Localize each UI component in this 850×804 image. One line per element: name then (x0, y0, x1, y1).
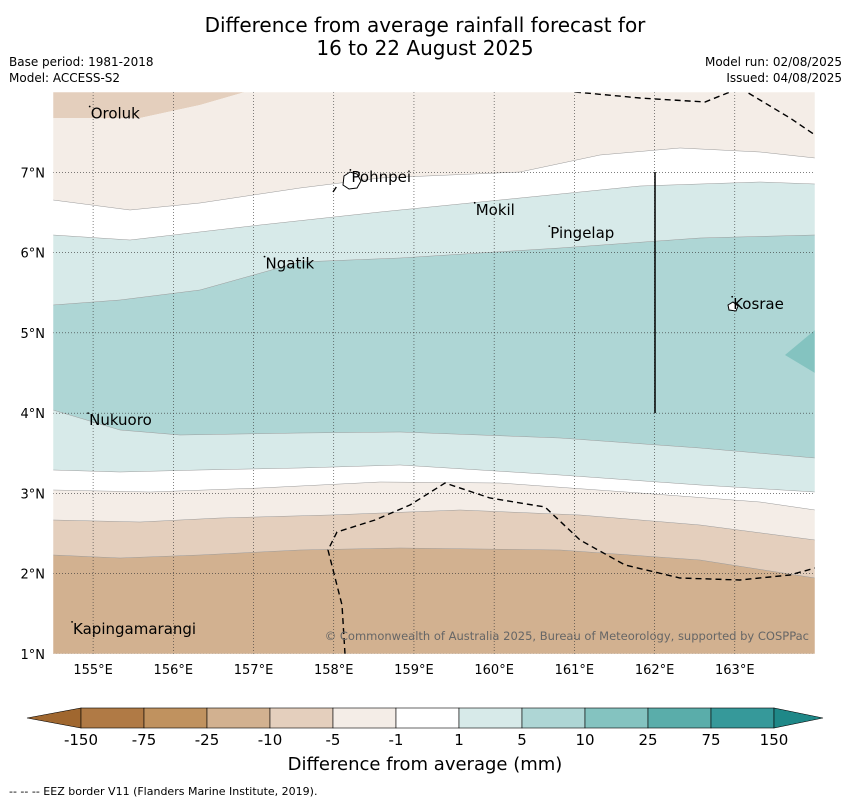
lon-tick-label: 162°E (635, 663, 675, 678)
colorbar-segment (143, 707, 208, 729)
place-label: Pingelap (550, 224, 614, 242)
band-minus5-top (53, 92, 815, 210)
band-minus10-top (53, 92, 245, 118)
longitude-tick-labels: 155°E 156°E 157°E 158°E 159°E 160°E 161°E 162°E… (73, 663, 754, 678)
band-minus10-south (53, 510, 815, 578)
colorbar-extend-high (773, 707, 824, 729)
place-label: Oroluk (91, 104, 140, 122)
colorbar-tick-label: -1 (389, 731, 404, 749)
copyright-text: © Commonwealth of Australia 2025, Bureau… (325, 629, 809, 643)
lon-tick-label: 163°E (715, 663, 755, 678)
colorbar-segment (647, 707, 712, 729)
colorbar-tick-label: 75 (701, 731, 720, 749)
colorbar-tick-label: 5 (517, 731, 527, 749)
colorbar-segment (332, 707, 397, 729)
lat-tick-label: 1°N (21, 648, 46, 663)
lon-tick-label: 155°E (73, 663, 113, 678)
place-marker (473, 201, 476, 204)
plot-frame (52, 91, 816, 655)
colorbar-tick-label: 150 (760, 731, 789, 749)
band-plus10-patch (785, 330, 815, 373)
colorbar: -150 -75 -25 -10 -5 -1 1 5 10 25 75 150 (26, 707, 824, 749)
lon-tick-label: 157°E (234, 663, 274, 678)
colorbar-segment (458, 707, 523, 729)
band-plus1-south (53, 410, 815, 492)
colorbar-tick-label: -5 (326, 731, 341, 749)
band-minus25-south (53, 548, 815, 654)
place-label: Ngatik (266, 255, 315, 273)
place-marker (87, 412, 89, 415)
colorbar-unit-label: Difference from average (mm) (287, 754, 563, 775)
lat-tick-label: 7°N (21, 166, 46, 181)
place-labels: Oroluk Pohnpei Mokil Pingelap Ngatik Kosrae Nu… (71, 104, 784, 638)
model-name: Model: ACCESS-S2 (9, 71, 121, 85)
colorbar-tick-label: 10 (575, 731, 594, 749)
lon-tick-label: 156°E (154, 663, 194, 678)
colorbar-segment (395, 707, 460, 729)
lon-tick-label: 160°E (474, 663, 514, 678)
colorbar-tick-label: 1 (454, 731, 464, 749)
pohnpei-island (342, 171, 362, 190)
model-run: Model run: 02/08/2025 (704, 55, 842, 69)
place-marker (263, 255, 266, 258)
place-marker (349, 169, 352, 171)
colorbar-tick-label: -150 (64, 731, 98, 749)
title-line-2: 16 to 22 August 2025 (316, 36, 534, 60)
colorbar-segment (206, 707, 271, 729)
place-marker (731, 295, 734, 298)
lon-tick-label: 161°E (555, 663, 595, 678)
kosrae-island (727, 301, 739, 312)
lat-tick-label: 4°N (21, 407, 46, 422)
place-marker (88, 105, 91, 108)
colorbar-segment (584, 707, 649, 729)
contour-lines (53, 147, 815, 579)
place-label: Kapingamarangi (73, 620, 196, 638)
eez-footnote: -- -- -- EEZ border V11 (Flanders Marine… (9, 785, 318, 798)
place-label: Pohnpei (351, 168, 411, 186)
colorbar-segment (80, 707, 145, 729)
issued-date: Issued: 04/08/2025 (726, 71, 842, 85)
place-label: Nukuoro (89, 411, 152, 429)
colorbar-tick-label: -10 (258, 731, 283, 749)
colorbar-segment (269, 707, 334, 729)
title-line-1: Difference from average rainfall forecas… (204, 13, 646, 37)
contour-bands: Oroluk Pohnpei Mokil Pingelap Ngatik Kosrae Nu… (53, 92, 815, 654)
band-plus1-north (53, 182, 815, 305)
lat-tick-label: 3°N (21, 487, 46, 502)
lat-tick-label: 6°N (21, 247, 46, 262)
band-plus5-main (53, 235, 815, 458)
colorbar-tick-label: 25 (638, 731, 657, 749)
colorbar-tick-label: -25 (195, 731, 220, 749)
lat-tick-label: 2°N (21, 568, 46, 583)
eez-borders (327, 92, 815, 654)
place-marker (548, 225, 551, 228)
colorbar-tick-label: -75 (132, 731, 157, 749)
colorbar-segment (521, 707, 586, 729)
colorbar-segment (710, 707, 775, 729)
colorbar-extend-low (26, 707, 82, 729)
place-marker (71, 621, 73, 623)
place-label: Kosrae (733, 295, 784, 313)
base-period: Base period: 1981-2018 (9, 55, 154, 69)
lat-tick-label: 5°N (21, 327, 46, 342)
latitude-tick-labels: 1°N 2°N 3°N 4°N 5°N 6°N 7°N (21, 166, 46, 663)
lon-tick-label: 159°E (394, 663, 434, 678)
place-label: Mokil (476, 201, 515, 219)
lon-tick-label: 158°E (314, 663, 354, 678)
